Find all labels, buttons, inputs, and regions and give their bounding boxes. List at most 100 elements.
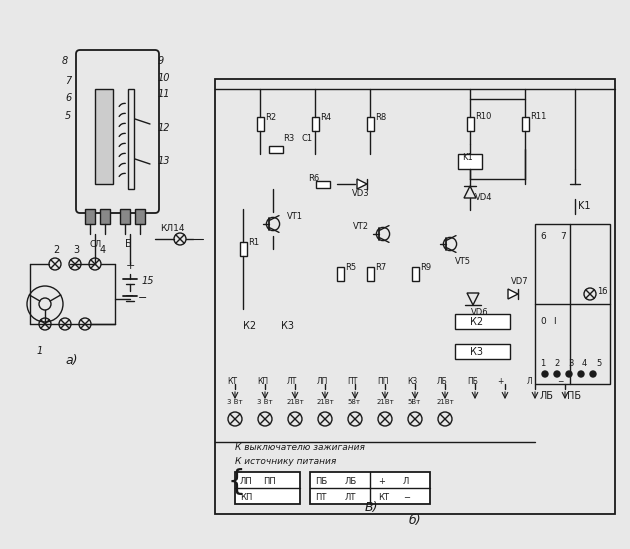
Text: VD3: VD3 (352, 189, 370, 198)
Text: 13: 13 (158, 156, 171, 166)
Text: 5: 5 (65, 111, 71, 121)
Text: ЛП: ЛП (317, 377, 328, 386)
Text: 21Вт: 21Вт (437, 399, 455, 405)
Text: R10: R10 (475, 112, 491, 121)
Text: 58т: 58т (347, 399, 360, 405)
Bar (95, 89, 113, 184)
Bar (135, 209, 145, 224)
Text: 10: 10 (158, 73, 171, 83)
Text: R5: R5 (345, 263, 356, 272)
Bar (367, 267, 374, 281)
Text: I: I (553, 317, 556, 326)
Bar (310, 472, 430, 504)
Text: 5: 5 (596, 359, 601, 368)
Text: КП: КП (240, 493, 253, 502)
Circle shape (590, 371, 596, 377)
Bar (215, 79, 615, 514)
Text: R8: R8 (375, 113, 386, 122)
Bar (311, 117, 319, 131)
Polygon shape (357, 179, 367, 189)
Bar (100, 209, 110, 224)
Text: −: − (403, 493, 410, 502)
Text: б): б) (409, 514, 421, 527)
Text: К2: К2 (470, 317, 483, 327)
Bar (120, 209, 130, 224)
Text: −: − (125, 291, 135, 301)
Text: K1: K1 (462, 153, 472, 162)
Text: 1б: 1б (597, 287, 607, 296)
Text: +: + (125, 261, 135, 271)
Bar (256, 117, 263, 131)
Text: 21Вт: 21Вт (377, 399, 395, 405)
Text: −: − (138, 293, 147, 303)
Text: 7: 7 (65, 76, 71, 86)
Text: −: − (557, 377, 563, 386)
Text: 4: 4 (582, 359, 587, 368)
Text: 1: 1 (37, 346, 43, 356)
Text: 21Вт: 21Вт (287, 399, 305, 405)
Text: 6: 6 (540, 232, 546, 241)
Circle shape (542, 371, 548, 377)
Text: ЛБ: ЛБ (540, 391, 554, 401)
Text: K1: K1 (578, 201, 590, 211)
Bar (458, 154, 482, 169)
Text: ЛП: ЛП (240, 477, 253, 486)
Text: Б: Б (125, 239, 132, 249)
Text: 6: 6 (65, 93, 71, 103)
Text: 1: 1 (540, 359, 545, 368)
Text: VD4: VD4 (475, 193, 493, 202)
Bar (367, 117, 374, 131)
Text: ПБ: ПБ (467, 377, 478, 386)
Text: VD7: VD7 (511, 277, 529, 286)
Text: VT5: VT5 (455, 257, 471, 266)
Bar (85, 209, 95, 224)
Text: ЛТ: ЛТ (287, 377, 297, 386)
Text: VT1: VT1 (287, 212, 303, 221)
Circle shape (566, 371, 572, 377)
Polygon shape (508, 289, 518, 299)
Text: ЛБ: ЛБ (345, 477, 357, 486)
Text: 8: 8 (62, 56, 68, 66)
Text: К2: К2 (243, 321, 256, 331)
Text: К3: К3 (407, 377, 417, 386)
Text: 7: 7 (560, 232, 566, 241)
Text: ПТ: ПТ (347, 377, 357, 386)
Text: R4: R4 (320, 113, 331, 122)
Text: ПБ: ПБ (567, 391, 581, 401)
Text: R6: R6 (308, 174, 319, 183)
Text: R11: R11 (530, 112, 546, 121)
Text: ЛБ: ЛБ (437, 377, 448, 386)
Text: КЛ14: КЛ14 (160, 224, 185, 233)
Text: R3: R3 (283, 134, 294, 143)
Text: ПП: ПП (377, 377, 389, 386)
Text: VT2: VT2 (353, 222, 369, 231)
Text: Л: Л (403, 477, 410, 486)
Circle shape (578, 371, 584, 377)
Text: 4: 4 (100, 245, 106, 255)
Text: В): В) (365, 501, 379, 514)
Text: К3: К3 (281, 321, 294, 331)
Text: 2: 2 (554, 359, 559, 368)
Text: 3: 3 (73, 245, 79, 255)
Text: К источнику питания: К источнику питания (235, 457, 336, 466)
Text: ПТ: ПТ (315, 493, 326, 502)
Bar (269, 145, 283, 153)
Bar (411, 267, 418, 281)
Text: 0: 0 (540, 317, 546, 326)
Text: 12: 12 (158, 123, 171, 133)
Text: {: { (228, 468, 246, 496)
Text: VD6: VD6 (471, 308, 489, 317)
Text: 5Вт: 5Вт (407, 399, 420, 405)
Bar (235, 472, 300, 504)
Text: 3 Вт: 3 Вт (257, 399, 273, 405)
Bar (522, 117, 529, 131)
Text: 2: 2 (53, 245, 59, 255)
Bar (128, 89, 134, 189)
Text: СЛ: СЛ (90, 240, 102, 249)
Bar (239, 242, 246, 256)
Text: 9: 9 (158, 56, 164, 66)
Text: R9: R9 (420, 263, 431, 272)
Bar (535, 224, 610, 384)
Text: 11: 11 (158, 89, 171, 99)
Bar (336, 267, 343, 281)
